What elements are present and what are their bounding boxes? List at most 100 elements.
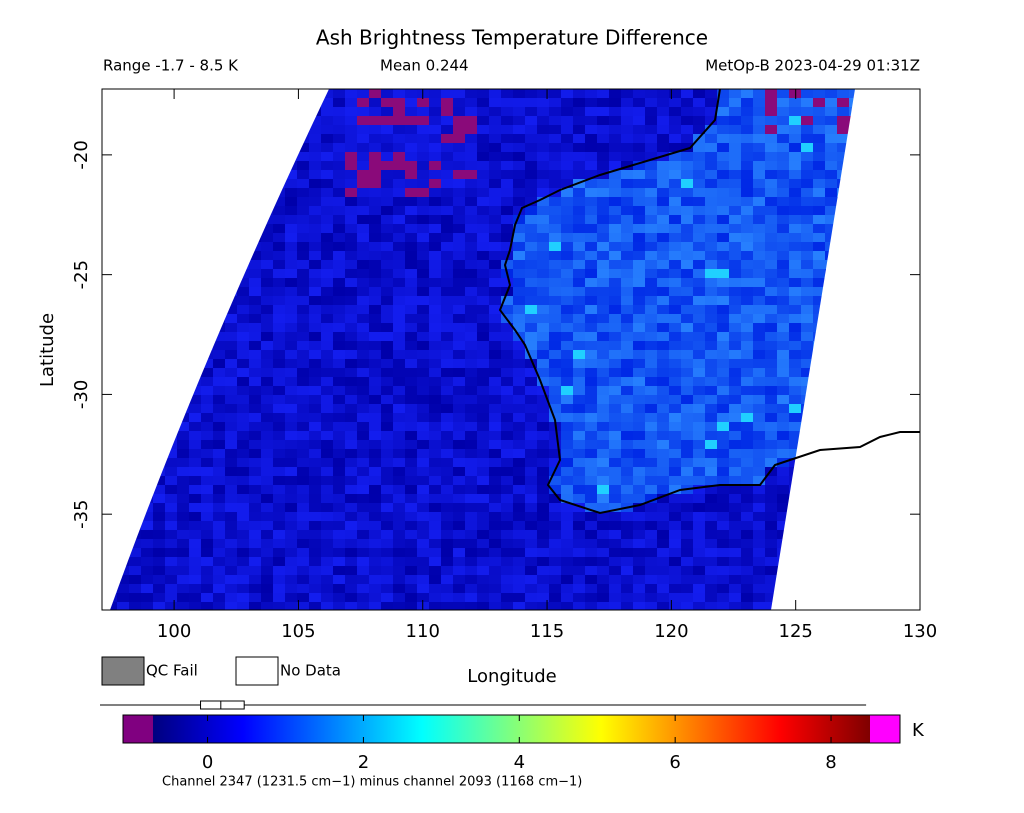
swath-pixel xyxy=(549,224,561,233)
swath-pixel xyxy=(849,206,855,215)
swath-pixel xyxy=(165,467,177,476)
swath-pixel xyxy=(801,521,813,530)
swath-pixel xyxy=(549,179,561,188)
swath-pixel xyxy=(753,197,765,206)
swath-pixel xyxy=(765,521,777,530)
swath-pixel xyxy=(110,305,117,314)
swath-pixel xyxy=(321,305,333,314)
swath-pixel xyxy=(129,440,141,449)
swath-pixel xyxy=(345,413,357,422)
swath-pixel xyxy=(621,224,633,233)
swath-pixel xyxy=(333,143,345,152)
swath-pixel xyxy=(765,188,777,197)
swath-pixel xyxy=(573,368,585,377)
swath-pixel xyxy=(441,161,453,170)
swath-pixel xyxy=(213,296,225,305)
swath-pixel xyxy=(573,386,585,395)
swath-pixel xyxy=(345,296,357,305)
swath-pixel xyxy=(237,467,249,476)
swath-pixel xyxy=(489,575,501,584)
swath-pixel xyxy=(573,512,585,521)
swath-pixel xyxy=(249,341,261,350)
swath-pixel xyxy=(501,458,513,467)
swath-pixel xyxy=(705,215,717,224)
swath-pixel xyxy=(729,260,741,269)
swath-pixel xyxy=(393,296,405,305)
swath-pixel xyxy=(153,134,165,143)
swath-pixel xyxy=(765,494,777,503)
swath-pixel xyxy=(213,494,225,503)
swath-pixel xyxy=(837,449,849,458)
swath-pixel xyxy=(669,269,681,278)
swath-pixel xyxy=(441,377,453,386)
swath-pixel xyxy=(333,422,345,431)
swath-pixel xyxy=(477,530,489,539)
swath-pixel xyxy=(657,485,669,494)
swath-pixel xyxy=(189,431,201,440)
swath-pixel xyxy=(693,557,705,566)
swath-pixel xyxy=(633,242,645,251)
swath-pixel xyxy=(405,422,417,431)
swath-pixel xyxy=(849,359,855,368)
swath-pixel xyxy=(189,206,201,215)
swath-pixel xyxy=(717,494,729,503)
swath-pixel xyxy=(657,395,669,404)
swath-pixel xyxy=(777,305,789,314)
swath-pixel xyxy=(537,467,549,476)
swath-pixel xyxy=(669,422,681,431)
swath-pixel xyxy=(477,593,489,602)
swath-pixel xyxy=(249,251,261,260)
swath-pixel xyxy=(801,215,813,224)
swath-pixel xyxy=(441,260,453,269)
swath-pixel xyxy=(333,548,345,557)
swath-pixel xyxy=(837,224,849,233)
swath-pixel xyxy=(633,548,645,557)
swath-pixel xyxy=(357,314,369,323)
swath-pixel xyxy=(765,368,777,377)
swath-pixel xyxy=(273,305,285,314)
swath-pixel xyxy=(213,548,225,557)
swath-pixel xyxy=(669,359,681,368)
swath-pixel xyxy=(645,125,657,134)
swath-pixel xyxy=(825,386,837,395)
swath-pixel xyxy=(213,143,225,152)
swath-pixel xyxy=(729,503,741,512)
swath-pixel xyxy=(237,458,249,467)
swath-pixel xyxy=(381,179,393,188)
swath-pixel xyxy=(117,359,129,368)
swath-pixel xyxy=(213,557,225,566)
swath-pixel xyxy=(597,530,609,539)
swath-pixel xyxy=(429,269,441,278)
swath-pixel xyxy=(489,206,501,215)
swath-pixel xyxy=(633,323,645,332)
swath-pixel xyxy=(249,215,261,224)
swath-pixel xyxy=(633,260,645,269)
swath-pixel xyxy=(513,314,525,323)
swath-pixel xyxy=(813,269,825,278)
swath-pixel xyxy=(189,386,201,395)
swath-pixel xyxy=(705,404,717,413)
swath-pixel xyxy=(513,449,525,458)
swath-pixel xyxy=(753,233,765,242)
swath-pixel xyxy=(645,314,657,323)
swath-pixel xyxy=(717,161,729,170)
swath-pixel xyxy=(573,548,585,557)
swath-pixel xyxy=(201,116,213,125)
swath-pixel xyxy=(573,359,585,368)
swath-pixel xyxy=(405,170,417,179)
swath-pixel xyxy=(681,431,693,440)
swath-pixel xyxy=(549,287,561,296)
swath-pixel xyxy=(165,521,177,530)
swath-pixel xyxy=(189,575,201,584)
swath-pixel xyxy=(237,521,249,530)
swath-pixel xyxy=(765,449,777,458)
swath-pixel xyxy=(537,233,549,242)
swath-pixel xyxy=(717,197,729,206)
swath-pixel xyxy=(165,575,177,584)
swath-pixel xyxy=(513,152,525,161)
swath-pixel xyxy=(501,575,513,584)
swath-pixel xyxy=(489,314,501,323)
swath-pixel xyxy=(381,269,393,278)
swath-pixel xyxy=(285,197,297,206)
swath-pixel xyxy=(453,566,465,575)
